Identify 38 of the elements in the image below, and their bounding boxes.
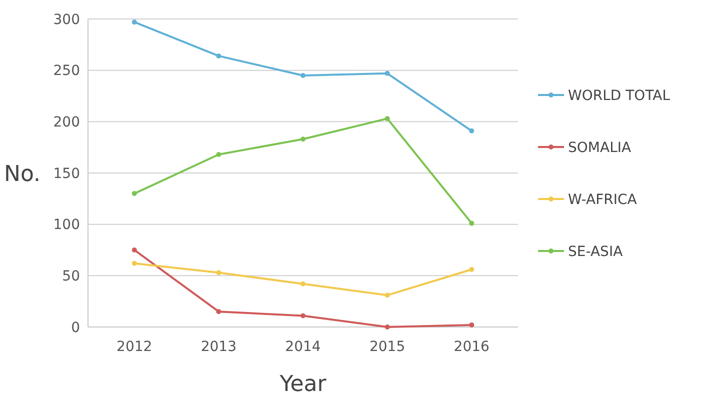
point	[216, 270, 222, 276]
point	[384, 70, 390, 76]
legend-label: WORLD TOTAL	[568, 88, 670, 104]
y-tick-label: 250	[53, 63, 80, 80]
legend-label: SE-ASIA	[568, 244, 624, 260]
point	[384, 324, 390, 330]
y-tick-label: 0	[71, 320, 80, 336]
y-tick-label: 200	[53, 114, 80, 131]
point	[469, 128, 474, 134]
legend-label: W-AFRICA	[568, 192, 638, 208]
point	[469, 322, 474, 328]
x-tick-label: 2012	[116, 339, 152, 355]
point	[384, 292, 390, 298]
point	[384, 116, 390, 122]
point	[300, 136, 306, 142]
x-tick-label: 2013	[200, 339, 237, 355]
point	[216, 152, 222, 158]
point	[132, 260, 137, 266]
y-tick-label: 150	[53, 166, 80, 182]
point	[300, 313, 306, 318]
point	[300, 72, 306, 78]
point	[132, 20, 137, 25]
y-axis-title: No.	[4, 162, 41, 187]
x-axis-title: Year	[278, 372, 328, 397]
x-tick-label: 2014	[285, 339, 321, 355]
point	[216, 309, 222, 314]
point	[132, 191, 137, 196]
point	[132, 248, 137, 252]
point	[300, 281, 306, 286]
y-tick-label: 300	[53, 12, 80, 28]
y-tick-label: 100	[53, 217, 80, 234]
y-tick-label: 50	[62, 268, 80, 285]
point	[216, 53, 222, 58]
x-tick-label: 2016	[454, 339, 490, 355]
point	[469, 220, 474, 226]
x-tick-label: 2015	[369, 339, 406, 355]
legend-label: SOMALIA	[568, 140, 632, 156]
point	[469, 267, 474, 272]
